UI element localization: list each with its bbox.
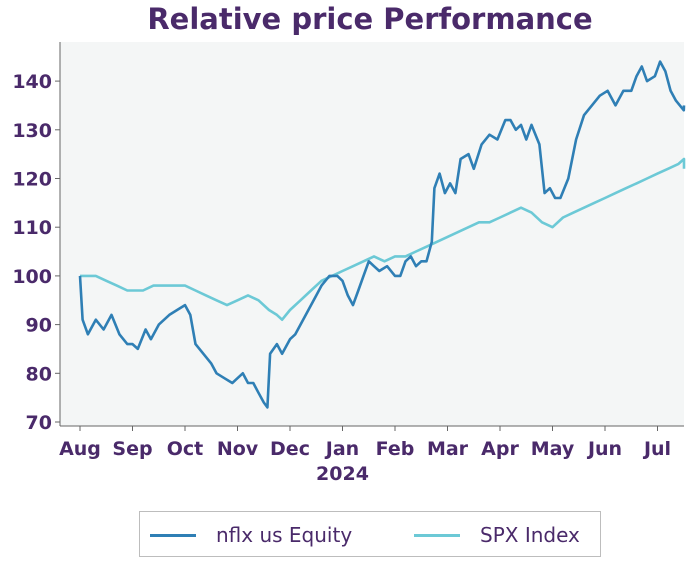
- x-tick-label: Oct: [167, 438, 204, 460]
- x-tick-label: Jun: [586, 438, 622, 460]
- legend-label-spx: SPX Index: [480, 523, 580, 547]
- x-tick-label: Apr: [481, 438, 519, 460]
- chart-title: Relative price Performance: [147, 2, 593, 36]
- x-tick-label: Aug: [59, 438, 101, 460]
- legend-item-spx: SPX Index: [414, 512, 580, 558]
- y-tick-label: 70: [26, 412, 52, 434]
- y-tick-label: 110: [12, 217, 52, 239]
- y-tick-label: 130: [12, 120, 52, 142]
- y-tick-label: 90: [26, 315, 52, 337]
- series-layer: [78, 60, 686, 409]
- y-tick-label: 80: [26, 363, 52, 385]
- x-tick-label: Jul: [642, 438, 671, 460]
- y-tick-label: 100: [12, 266, 52, 288]
- x-tick-label: Sep: [112, 438, 152, 460]
- series-line-nflx: [78, 60, 686, 409]
- x-tick-label: Mar: [427, 438, 469, 460]
- plot-area: [60, 42, 684, 426]
- x-tick-label: Nov: [217, 438, 259, 460]
- legend-item-nflx: nflx us Equity: [150, 512, 352, 558]
- x-tick-label: Dec: [270, 438, 310, 460]
- legend: nflx us Equity SPX Index: [139, 511, 601, 557]
- x-tick-label: Feb: [376, 438, 415, 460]
- series-line-spx: [80, 157, 686, 321]
- x-tick-label: Jan: [324, 438, 359, 460]
- legend-swatch-nflx: [150, 533, 196, 537]
- y-tick-label: 140: [12, 71, 52, 93]
- x-year-label: 2024: [316, 463, 369, 485]
- x-axis-ticks: Aug Sep Oct Nov Dec Jan Feb Mar Apr May Jun Jul 2024: [59, 426, 671, 485]
- legend-swatch-spx: [414, 533, 460, 537]
- legend-label-nflx: nflx us Equity: [216, 523, 353, 547]
- y-axis-ticks: 70 80 90 100 110 120 130 140: [12, 71, 60, 434]
- x-tick-label: May: [531, 438, 575, 460]
- y-tick-label: 120: [12, 169, 52, 191]
